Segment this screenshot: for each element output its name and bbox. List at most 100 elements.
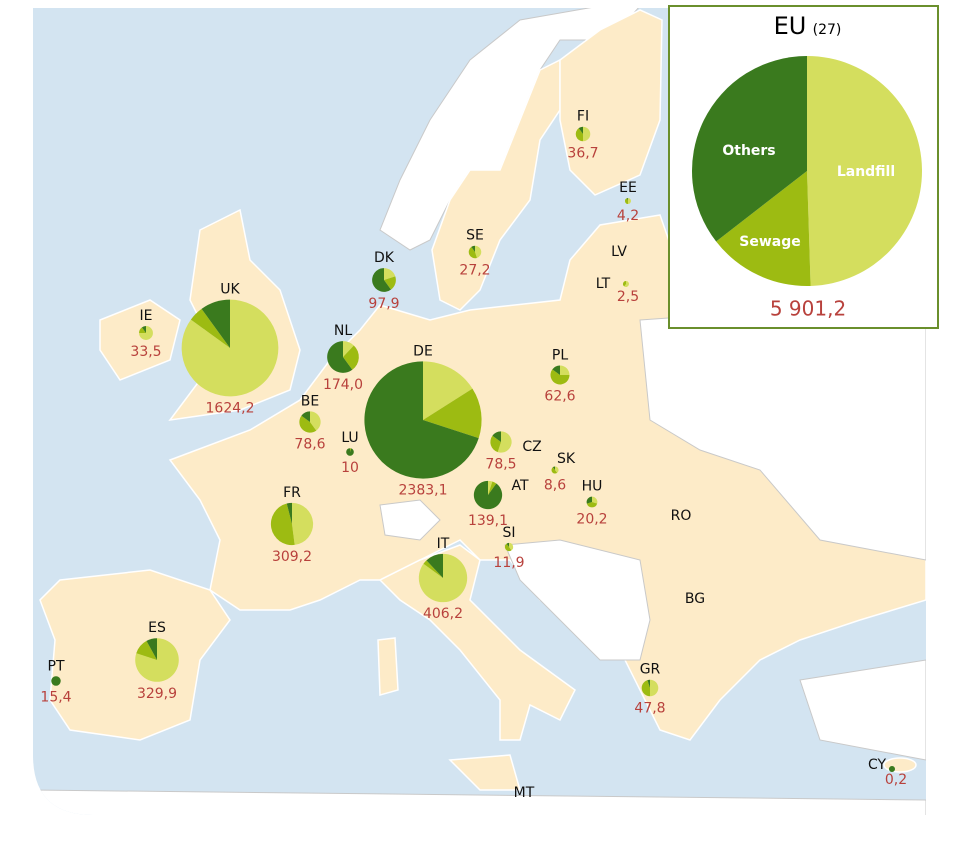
country-value: 62,6 xyxy=(544,388,575,404)
country-code: GR xyxy=(640,662,661,678)
pie-slice xyxy=(343,341,354,357)
country-code: CZ xyxy=(522,439,541,455)
pie-slice xyxy=(560,365,570,375)
pie-slice xyxy=(475,245,482,258)
country-code: UK xyxy=(220,282,240,298)
country-value: 20,2 xyxy=(576,511,607,527)
pie-slice xyxy=(551,467,558,474)
country-code: DE xyxy=(413,343,433,359)
country-code: MT xyxy=(514,785,535,801)
pie-slice xyxy=(506,542,509,547)
pie-slice xyxy=(624,281,629,287)
country-pie xyxy=(550,365,570,385)
country-code: AT xyxy=(511,478,528,494)
country-value: 2,5 xyxy=(617,289,639,305)
pie-slice xyxy=(490,435,501,453)
country-code: LT xyxy=(596,276,611,292)
pie-slice xyxy=(270,503,295,546)
eu-category-label: Sewage xyxy=(739,234,800,250)
pie-slice xyxy=(504,543,512,552)
eu-subtitle: (27) xyxy=(813,22,842,38)
pie-slice xyxy=(372,268,391,292)
pie-slice xyxy=(471,245,475,252)
pie-slice xyxy=(423,560,443,578)
country-pies: FI 36,7 EE 4,2 LT 2,5 SE 27,2 DK 97,9 IE 33,5 UK 1624… xyxy=(40,109,907,788)
country-code: FR xyxy=(283,485,301,501)
pie-slice xyxy=(555,466,559,473)
pie-slice xyxy=(384,268,396,280)
country-value: 78,6 xyxy=(294,437,325,453)
pie-slice xyxy=(583,126,591,142)
eu-pie xyxy=(692,56,923,287)
country-value: 4,2 xyxy=(617,208,639,224)
pie-slice xyxy=(578,126,583,134)
country-value: 139,1 xyxy=(468,513,508,529)
country-value: 97,9 xyxy=(368,296,399,312)
pie-slice xyxy=(384,276,396,290)
country-pie xyxy=(418,553,468,603)
country-value: 174,0 xyxy=(323,377,363,393)
country-pie xyxy=(181,299,279,397)
eu-category-label: Landfill xyxy=(837,164,895,180)
eu-panel: EU (27) Landfill Sewage Others 5 901,2 xyxy=(668,5,939,329)
pie-slice xyxy=(423,388,482,439)
pie-slice xyxy=(418,553,468,603)
pie-slice xyxy=(473,480,503,510)
pie-slice xyxy=(201,299,230,348)
country-pie xyxy=(641,679,659,697)
country-code: PT xyxy=(48,658,65,674)
pie-slice xyxy=(552,365,560,375)
pie-slice xyxy=(716,171,811,287)
country-value: 0,2 xyxy=(885,772,907,788)
country-code: BE xyxy=(301,393,319,409)
country-pie xyxy=(270,502,314,546)
country-value: 309,2 xyxy=(272,549,312,565)
country-code: LU xyxy=(341,430,358,446)
pie-slice xyxy=(141,326,146,333)
country-value: 27,2 xyxy=(459,262,490,278)
country-code: PL xyxy=(552,348,568,364)
country-code: BG xyxy=(685,591,705,607)
country-pie xyxy=(346,448,354,456)
pie-slice xyxy=(488,480,493,495)
pie-slice xyxy=(181,299,279,397)
eu-category-label: Others xyxy=(722,143,775,159)
pie-slice xyxy=(627,198,628,201)
country-value: 8,6 xyxy=(544,478,566,494)
country-value: 33,5 xyxy=(130,344,161,360)
pie-slice xyxy=(586,496,592,504)
country-pie xyxy=(888,766,895,772)
country-code: ES xyxy=(148,620,166,636)
country-pie xyxy=(625,198,631,204)
pie-slice xyxy=(346,448,354,456)
country-pie xyxy=(586,496,598,508)
country-value: 36,7 xyxy=(567,145,598,161)
pie-slice xyxy=(586,502,598,508)
pie-slice xyxy=(350,448,352,452)
pie-slice xyxy=(509,542,514,551)
pie-slice xyxy=(692,56,807,242)
pie-slice xyxy=(136,640,157,660)
pie-slice xyxy=(139,327,146,333)
country-pie xyxy=(623,281,629,287)
country-code: HU xyxy=(582,479,603,495)
country-pie xyxy=(364,361,482,479)
country-value: 47,8 xyxy=(634,700,665,716)
pie-slice xyxy=(497,431,512,453)
country-value: 329,9 xyxy=(137,686,177,702)
country-code: SI xyxy=(502,525,515,541)
country-value: 11,9 xyxy=(493,555,524,571)
country-value: 406,2 xyxy=(423,606,463,622)
pie-slice xyxy=(888,766,895,772)
country-code: IE xyxy=(140,308,153,324)
pie-slice xyxy=(301,411,310,422)
pie-slice xyxy=(286,502,292,524)
country-pie xyxy=(551,466,559,474)
pie-slice xyxy=(423,361,473,420)
country-pie xyxy=(299,411,321,433)
country-value: 10 xyxy=(341,460,359,476)
pie-slice xyxy=(146,638,157,660)
pie-slice xyxy=(135,638,179,682)
country-code: CY xyxy=(868,757,887,773)
